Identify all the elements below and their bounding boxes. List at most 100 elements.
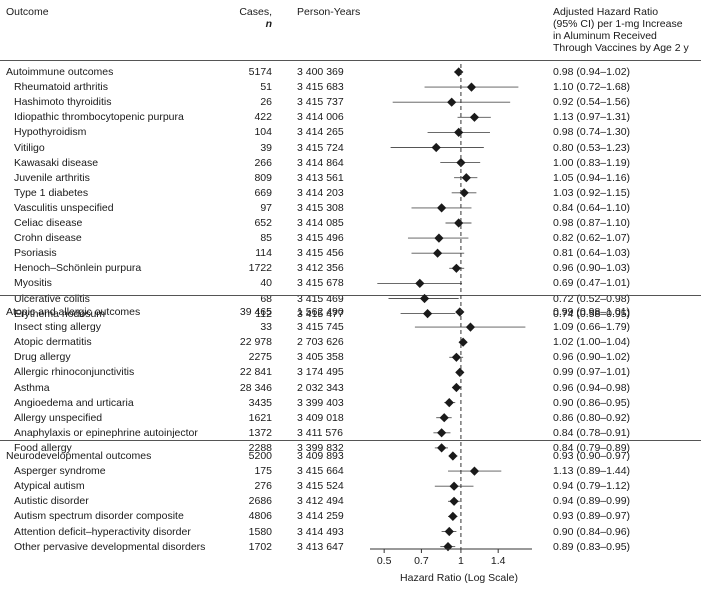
outcome-label: Anaphylaxis or epinephrine autoinjector [14,426,198,439]
outcome-label: Henoch–Schönlein purpura [14,262,142,275]
outcome-label: Allergic rhinoconjunctivitis [14,366,135,379]
cases-value: 5174 [248,66,272,78]
cases-value: 175 [254,465,272,478]
outcome-label: Psoriasis [14,247,57,260]
group-header-label: Atopic and allergic outcomes [6,306,141,318]
cases-value: 809 [254,171,272,184]
person-years-value: 3 415 737 [297,96,344,109]
person-years-value: 3 415 678 [297,277,344,290]
point-estimate-marker [432,248,443,258]
cases-header-line1: Cases, [239,6,272,18]
hazard-ratio-text: 0.98 (0.74–1.30) [553,126,631,139]
person-years-value: 1 562 490 [297,306,344,318]
cases-header-line2: n [265,18,272,30]
person-years-value: 3 405 358 [297,351,344,364]
point-estimate-marker [455,307,465,317]
outcome-label: Atopic dermatitis [14,336,92,349]
person-years-value: 3 399 832 [297,441,344,454]
cases-value: 652 [254,217,272,229]
point-estimate-marker [448,451,458,461]
outcome-label: Angioedema and urticaria [14,396,134,409]
person-years-value: 3 415 524 [297,480,344,493]
outcome-label: Atypical autism [14,480,85,493]
point-estimate-marker [459,188,469,198]
cases-value: 1621 [248,411,272,424]
point-estimate-marker [443,542,453,552]
person-years-value: 3 400 369 [297,66,344,78]
outcome-label: Rheumatoid arthritis [14,81,108,94]
hazard-ratio-text: 1.03 (0.92–1.15) [553,186,631,199]
hazard-ratio-text: 1.13 (0.97–1.31) [553,111,631,124]
hazard-ratio-text: 0.90 (0.84–0.96) [553,525,631,538]
cases-value: 2288 [248,441,272,454]
outcome-label: Drug allergy [14,351,71,364]
x-tick-label: 1 [457,555,464,567]
point-estimate-marker [434,233,444,243]
outcome-column-header: Outcome [6,6,49,18]
hazard-ratio-text: 1.09 (0.66–1.79) [553,321,631,334]
point-estimate-marker [451,263,461,273]
cases-value: 33 [260,321,272,334]
person-years-value: 3 414 493 [297,525,344,538]
hazard-ratio-text: 0.99 (0.97–1.01) [553,366,631,379]
person-years-value: 3 415 745 [297,321,344,334]
cases-value: 2686 [248,495,272,508]
cases-value: 2275 [248,351,272,364]
hazard-ratio-text: 0.96 (0.90–1.02) [553,351,631,364]
point-estimate-marker [451,382,461,393]
cases-value: 26 [260,96,272,109]
point-estimate-marker [444,526,454,537]
person-years-value: 2 032 343 [297,381,344,394]
cases-value: 68 [260,292,272,305]
hazard-ratio-text: 0.94 (0.89–0.99) [553,495,631,508]
hazard-ratio-text: 0.93 (0.89–0.97) [553,510,631,523]
person-years-value: 3 413 561 [297,171,344,184]
x-tick-label: 1.4 [490,555,506,567]
outcome-label: Myositis [14,277,52,290]
outcome-label: Other pervasive developmental disorders [14,540,206,553]
hazard-ratio-text: 0.69 (0.47–1.01) [553,277,631,290]
group-divider [0,295,701,296]
outcome-label: Asthma [14,381,50,394]
outcome-label: Hypothyroidism [14,126,87,139]
hr-header-line-3: in Aluminum Received [553,30,657,42]
point-estimate-marker [449,481,459,491]
point-estimate-marker [444,398,454,408]
hazard-ratio-text: 1.00 (0.83–1.19) [553,156,631,169]
point-estimate-marker [439,413,449,423]
person-years-value: 3 415 664 [297,465,344,478]
point-estimate-marker [454,67,464,77]
point-estimate-marker [437,428,447,438]
outcome-label: Autistic disorder [14,495,89,508]
outcome-label: Insect sting allergy [14,321,101,334]
person-years-value: 3 414 203 [297,186,344,199]
point-estimate-marker [458,337,468,347]
point-estimate-marker [437,203,447,213]
outcome-label: Idiopathic thrombocytopenic purpura [14,111,184,124]
outcome-label: Type 1 diabetes [14,186,89,199]
cases-value: 1372 [248,426,272,439]
group-divider [0,440,701,441]
cases-value: 5200 [248,450,272,462]
hazard-ratio-text: 0.94 (0.79–1.12) [553,480,631,493]
cases-value: 4806 [248,510,272,523]
hazard-ratio-text: 0.84 (0.78–0.91) [553,426,631,439]
point-estimate-marker [455,367,465,377]
person-years-value: 3 414 085 [297,217,344,229]
hazard-ratio-text: 0.92 (0.54–1.56) [553,96,631,109]
point-estimate-marker [419,293,430,304]
point-estimate-marker [461,173,471,183]
person-years-value: 3 411 576 [297,426,343,439]
outcome-label: Autism spectrum disorder composite [14,510,184,523]
point-estimate-marker [437,443,447,453]
hazard-ratio-text: 0.96 (0.90–1.03) [553,262,631,275]
outcome-label: Vasculitis unspecified [14,201,114,214]
cases-value: 276 [254,480,272,493]
outcome-label: Asperger syndrome [14,465,106,478]
person-years-value: 3 414 006 [297,111,344,124]
cases-value: 3435 [248,396,272,409]
outcome-label: Juvenile arthritis [14,171,90,184]
outcome-label: Celiac disease [14,217,83,229]
hazard-ratio-text: 0.74 (0.58–0.95) [553,307,631,320]
point-estimate-marker [451,352,461,362]
